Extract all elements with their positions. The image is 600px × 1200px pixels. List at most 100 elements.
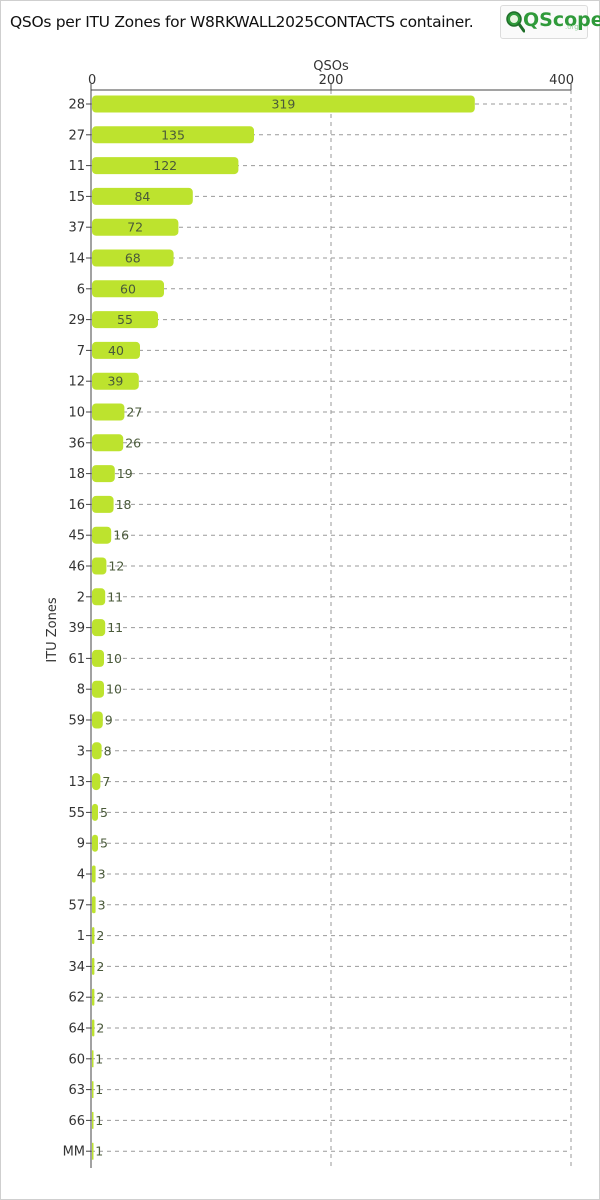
bar-34[interactable] <box>92 957 95 975</box>
magnifier-icon <box>506 11 525 33</box>
bar-57[interactable] <box>92 896 96 914</box>
category-label: 55 <box>68 806 85 821</box>
bar-14[interactable] <box>92 249 174 267</box>
bar-18[interactable] <box>92 465 115 483</box>
bar-37[interactable] <box>92 218 179 236</box>
value-label: 10 <box>106 682 122 697</box>
category-label: 15 <box>68 190 85 205</box>
category-label: 60 <box>68 1052 85 1067</box>
value-label: 10 <box>106 651 122 666</box>
bar-13[interactable] <box>92 773 101 791</box>
bar-8[interactable] <box>92 680 104 698</box>
bar-9[interactable] <box>92 834 98 852</box>
value-label: 1 <box>95 1144 103 1159</box>
value-label: 18 <box>116 497 132 512</box>
axes <box>90 89 571 1168</box>
bar-6[interactable] <box>92 280 164 298</box>
value-label: 39 <box>107 374 123 389</box>
bar-55[interactable] <box>92 803 98 821</box>
x-tick-label: 0 <box>88 73 96 88</box>
bar-36[interactable] <box>92 434 124 452</box>
value-label: 60 <box>120 281 136 296</box>
x-tick-label: 200 <box>319 73 344 88</box>
value-label: 2 <box>96 990 104 1005</box>
value-label: 40 <box>108 343 124 358</box>
value-label: 72 <box>127 220 143 235</box>
bar-16[interactable] <box>92 495 114 513</box>
value-label: 2 <box>96 959 104 974</box>
bar-15[interactable] <box>92 187 193 205</box>
value-label: 11 <box>107 620 123 635</box>
bar-66[interactable] <box>92 1111 94 1129</box>
logo-wordmark: QScope <box>523 9 600 31</box>
value-label: 319 <box>271 97 295 112</box>
value-label: 27 <box>126 405 142 420</box>
value-label: 26 <box>125 435 141 450</box>
value-label: 68 <box>125 251 141 266</box>
bar-45[interactable] <box>92 526 112 544</box>
bar-61[interactable] <box>92 649 104 667</box>
bar-27[interactable] <box>92 126 254 144</box>
bars <box>92 95 475 1160</box>
bar-7[interactable] <box>92 341 140 359</box>
bar-63[interactable] <box>92 1081 94 1099</box>
category-label: 10 <box>68 406 85 421</box>
category-label: 2 <box>77 590 85 605</box>
bar-3[interactable] <box>92 742 102 760</box>
qscope-logo[interactable]: QScope .org <box>500 5 600 39</box>
bar-39[interactable] <box>92 619 106 637</box>
bar-1[interactable] <box>92 927 95 945</box>
category-label: 45 <box>68 529 85 544</box>
x-axis-title: QSOs <box>313 59 349 74</box>
value-label: 11 <box>107 589 123 604</box>
category-label: 59 <box>68 714 85 729</box>
category-label: 11 <box>68 159 85 174</box>
bar-MM[interactable] <box>92 1142 94 1160</box>
bar-46[interactable] <box>92 557 107 575</box>
category-label: 12 <box>68 375 85 390</box>
category-label: 16 <box>68 498 85 513</box>
value-label: 5 <box>100 836 108 851</box>
bar-4[interactable] <box>92 865 96 883</box>
category-label: 18 <box>68 467 85 482</box>
category-label: 8 <box>77 683 85 698</box>
bar-60[interactable] <box>92 1050 94 1068</box>
x-tick-label: 400 <box>549 73 574 88</box>
category-label: 64 <box>68 1022 85 1037</box>
category-label: 39 <box>68 621 85 636</box>
category-label: 7 <box>77 344 85 359</box>
category-label: 28 <box>68 98 85 113</box>
category-label: 37 <box>68 221 85 236</box>
bar-59[interactable] <box>92 711 103 729</box>
value-label: 84 <box>134 189 150 204</box>
category-label: 46 <box>68 560 85 575</box>
bar-29[interactable] <box>92 311 158 329</box>
bar-2[interactable] <box>92 588 106 606</box>
bar-12[interactable] <box>92 372 139 390</box>
value-label: 2 <box>96 1021 104 1036</box>
value-label: 5 <box>100 805 108 820</box>
value-label: 8 <box>104 743 112 758</box>
value-label: 2 <box>96 928 104 943</box>
bar-62[interactable] <box>92 988 95 1006</box>
category-label: 63 <box>68 1083 85 1098</box>
bar-64[interactable] <box>92 1019 95 1037</box>
category-label: 34 <box>68 960 85 975</box>
bar-11[interactable] <box>92 157 239 175</box>
category-label: 1 <box>77 929 85 944</box>
category-label: MM <box>63 1145 85 1160</box>
value-label: 1 <box>95 1051 103 1066</box>
category-label: 6 <box>77 282 85 297</box>
value-label: 7 <box>102 774 110 789</box>
value-label: 1 <box>95 1113 103 1128</box>
category-label: 29 <box>68 313 85 328</box>
category-label: 4 <box>77 868 85 883</box>
bar-10[interactable] <box>92 403 125 421</box>
category-label: 13 <box>68 775 85 790</box>
category-label: 57 <box>68 898 85 913</box>
bar-28[interactable] <box>92 95 475 113</box>
logo-domain: .org <box>565 23 579 31</box>
category-label: 27 <box>68 128 85 143</box>
